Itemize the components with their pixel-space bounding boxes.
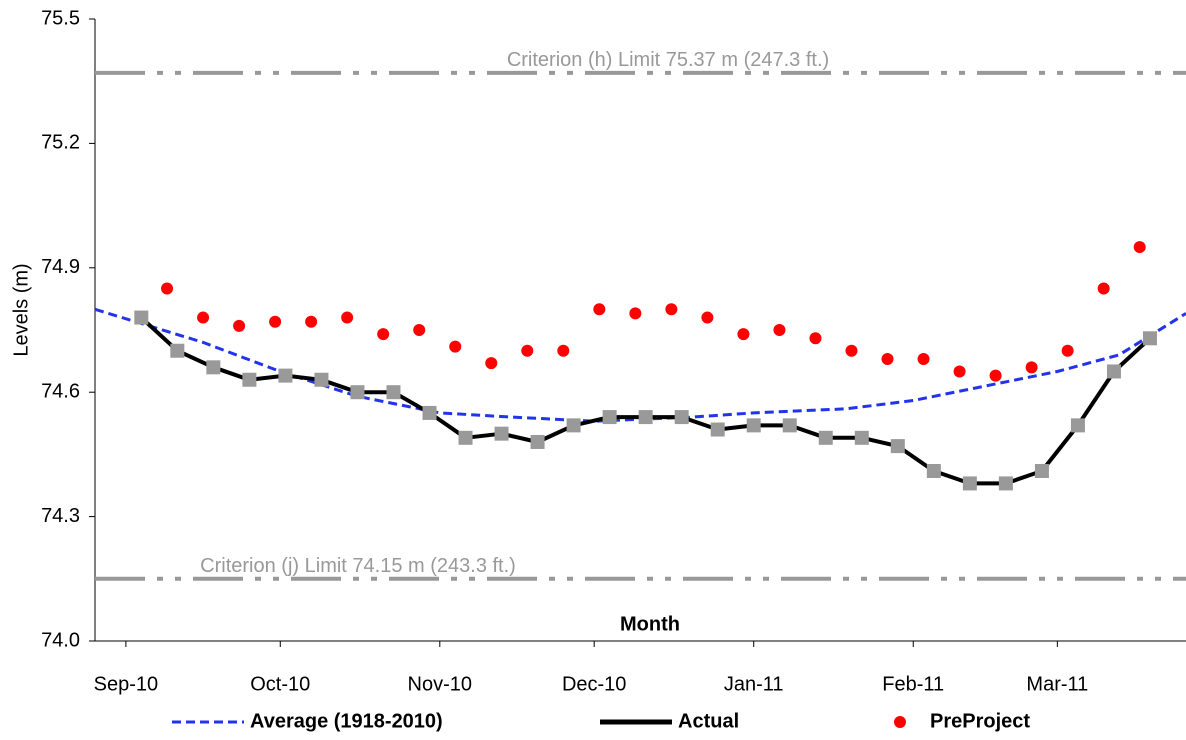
marker xyxy=(1097,282,1110,295)
marker xyxy=(485,357,498,370)
x-tick-label: Dec-10 xyxy=(562,673,626,695)
marker xyxy=(314,372,329,387)
marker xyxy=(962,476,977,491)
marker xyxy=(1070,418,1085,433)
marker xyxy=(998,476,1013,491)
x-axis-title: Month xyxy=(620,613,680,635)
marker xyxy=(890,439,905,454)
marker xyxy=(197,311,210,324)
marker xyxy=(737,328,750,341)
y-tick-label: 74.0 xyxy=(41,629,80,651)
marker xyxy=(242,372,257,387)
marker xyxy=(845,344,858,357)
marker xyxy=(566,418,581,433)
marker xyxy=(449,340,462,353)
marker xyxy=(674,410,689,425)
series-line xyxy=(94,307,1186,423)
x-tick-label: Sep-10 xyxy=(94,673,159,695)
legend-label: Average (1918-2010) xyxy=(250,710,443,732)
y-axis-title: Levels (m) xyxy=(10,263,32,356)
legend-marker xyxy=(894,716,906,728)
marker xyxy=(521,344,534,357)
marker xyxy=(917,353,930,366)
marker xyxy=(530,434,545,449)
marker xyxy=(1061,344,1074,357)
marker xyxy=(881,353,894,366)
marker xyxy=(278,368,293,383)
marker xyxy=(710,422,725,437)
reference-label: Criterion (h) Limit 75.37 m (247.3 ft.) xyxy=(507,49,829,71)
y-tick-label: 74.6 xyxy=(41,380,80,402)
marker xyxy=(989,369,1002,382)
y-tick-label: 74.9 xyxy=(41,256,80,278)
y-tick-label: 75.5 xyxy=(41,7,80,29)
legend-label: Actual xyxy=(678,710,739,732)
x-tick-label: Nov-10 xyxy=(408,673,472,695)
marker xyxy=(701,311,714,324)
marker xyxy=(1025,361,1038,374)
marker xyxy=(1142,331,1157,346)
marker xyxy=(170,343,185,358)
marker xyxy=(1106,364,1121,379)
marker xyxy=(638,410,653,425)
marker xyxy=(818,430,833,445)
marker xyxy=(1034,463,1049,478)
marker xyxy=(494,426,509,441)
marker xyxy=(602,410,617,425)
marker xyxy=(458,430,473,445)
marker xyxy=(557,344,570,357)
marker xyxy=(809,332,822,345)
marker xyxy=(377,328,390,341)
marker xyxy=(773,324,786,336)
marker xyxy=(746,418,761,433)
marker xyxy=(1133,241,1146,254)
marker xyxy=(341,311,354,324)
marker xyxy=(161,282,174,295)
marker xyxy=(386,385,401,400)
marker xyxy=(206,360,221,375)
marker xyxy=(413,324,426,336)
series-line xyxy=(139,316,1152,486)
marker xyxy=(926,463,941,478)
marker xyxy=(269,315,282,328)
x-tick-label: Mar-11 xyxy=(1026,673,1088,695)
y-tick-label: 75.2 xyxy=(41,132,80,154)
marker xyxy=(782,418,797,433)
y-tick-label: 74.3 xyxy=(41,505,80,527)
x-tick-label: Jan-11 xyxy=(724,673,784,695)
x-tick-label: Feb-11 xyxy=(882,673,944,695)
legend-label: PreProject xyxy=(930,710,1030,732)
marker xyxy=(305,315,318,328)
marker xyxy=(593,303,606,316)
reference-label: Criterion (j) Limit 74.15 m (243.3 ft.) xyxy=(200,555,516,577)
marker xyxy=(665,303,678,316)
marker xyxy=(350,385,365,400)
marker xyxy=(854,430,869,445)
marker xyxy=(953,365,966,378)
x-tick-label: Oct-10 xyxy=(250,673,310,695)
marker xyxy=(422,405,437,420)
marker xyxy=(134,310,149,325)
marker xyxy=(233,319,246,332)
marker xyxy=(629,307,642,320)
